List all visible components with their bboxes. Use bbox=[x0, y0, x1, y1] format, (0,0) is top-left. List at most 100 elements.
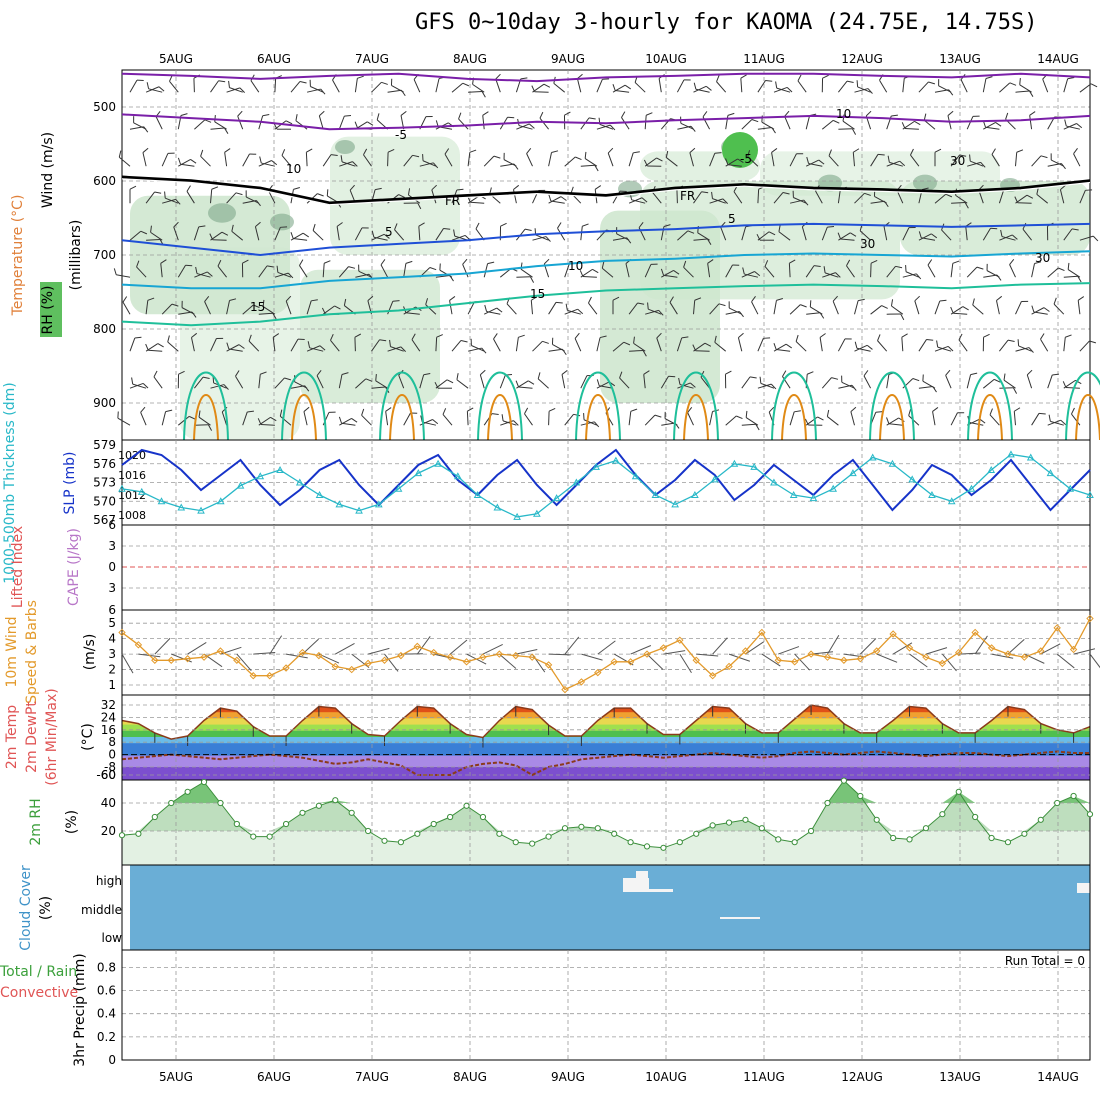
wind-barb-flag bbox=[319, 110, 325, 117]
wind-barb-shaft bbox=[371, 81, 382, 93]
wind-barb-shaft bbox=[254, 226, 260, 241]
wind-barb-flag bbox=[664, 411, 666, 419]
wind-barb-flag bbox=[789, 259, 796, 264]
wind-barb-shaft bbox=[483, 155, 495, 167]
wind-barb-shaft bbox=[193, 226, 200, 241]
slp-ytick: 1012 bbox=[118, 489, 146, 502]
wind-barb-flag bbox=[204, 119, 212, 123]
temp-band bbox=[122, 717, 1090, 725]
rh-marker bbox=[1021, 830, 1028, 837]
wind-barb-shaft bbox=[669, 302, 678, 315]
wind-barb bbox=[854, 192, 871, 204]
wind-barb-shaft bbox=[815, 190, 823, 204]
wind-barb-flag bbox=[140, 230, 148, 235]
wind-barb bbox=[757, 383, 777, 390]
wind-barb-flag bbox=[475, 222, 480, 230]
wind-barb-flag bbox=[319, 345, 326, 351]
wind-barb bbox=[419, 419, 439, 426]
wind-barb-flag bbox=[513, 163, 519, 170]
wind-speed-marker bbox=[249, 672, 257, 680]
wind-barb-flag bbox=[979, 418, 986, 424]
wind-barb-flag bbox=[947, 110, 954, 116]
wind-barb bbox=[387, 346, 406, 353]
wind-barb-shaft bbox=[274, 78, 277, 93]
wind-barb-flag bbox=[425, 298, 429, 305]
wind-barb bbox=[902, 227, 916, 241]
wind-barb bbox=[789, 410, 801, 426]
wind-speed-marker bbox=[430, 648, 438, 657]
wind-barb-shaft bbox=[371, 339, 380, 352]
wind-barb-shaft bbox=[142, 152, 147, 167]
wind-barb bbox=[934, 148, 942, 167]
wind-barb bbox=[1079, 189, 1093, 204]
wind-barb-flag bbox=[702, 111, 708, 118]
wind-barb-shaft bbox=[242, 153, 250, 167]
wind-barb bbox=[870, 259, 878, 278]
wind-barb-shaft bbox=[148, 88, 163, 93]
wind-barb-flag bbox=[785, 343, 792, 349]
wind-speed-marker bbox=[758, 628, 766, 637]
wind-barb-flag bbox=[863, 370, 869, 377]
wind-barb-flag bbox=[520, 77, 528, 80]
wind-barb bbox=[551, 337, 565, 352]
wind-barb-shaft bbox=[677, 230, 689, 241]
wind-barb-shaft bbox=[341, 161, 356, 167]
wind-barb-flag bbox=[718, 303, 726, 307]
wind-barb-flag bbox=[900, 313, 905, 321]
wind-barb-shaft bbox=[998, 189, 1005, 204]
surface-wind-barb bbox=[285, 653, 308, 659]
wind-barb-flag bbox=[367, 295, 374, 302]
wind-barb-shaft bbox=[1067, 269, 1081, 278]
wind-speed-marker bbox=[1004, 650, 1012, 658]
wind-barb-shaft bbox=[856, 347, 871, 352]
wind-barb bbox=[938, 79, 952, 93]
wind-barb-shaft bbox=[290, 81, 301, 93]
wind-barb-shaft bbox=[180, 163, 195, 167]
wind-barb-flag bbox=[969, 154, 971, 162]
temp-ylabel-3: (6hr Min/Max) bbox=[44, 688, 60, 785]
wind-barb-flag bbox=[1058, 267, 1065, 272]
wind-barb bbox=[204, 295, 211, 315]
wind-barb-shaft bbox=[1079, 83, 1092, 93]
contour-label: -5 bbox=[740, 152, 752, 166]
wind-barb-flag bbox=[285, 295, 292, 302]
wind-barb bbox=[934, 299, 947, 315]
wind-barb bbox=[996, 295, 1003, 315]
thickness-marker bbox=[394, 484, 403, 492]
lifted-index-ytick: 3 bbox=[108, 539, 116, 553]
wind-barb bbox=[371, 230, 388, 241]
wind-barb-flag bbox=[1092, 235, 1099, 242]
wind-barb-flag bbox=[147, 297, 155, 301]
wind-barb-flag bbox=[901, 122, 906, 129]
wind-barb-shaft bbox=[295, 120, 308, 130]
wind-barb bbox=[628, 151, 640, 167]
wind-barb bbox=[771, 148, 778, 167]
wind-barb-flag bbox=[467, 407, 474, 412]
temp-line bbox=[121, 704, 1091, 740]
wind-speed-marker bbox=[856, 655, 865, 663]
wind-speed-marker bbox=[676, 636, 684, 644]
wind-barb-flag bbox=[122, 296, 128, 303]
wind-barb-flag bbox=[891, 114, 898, 117]
surface-wind-barb bbox=[892, 642, 913, 655]
wind-barb-flag bbox=[991, 148, 996, 155]
surface-wind-barb bbox=[154, 637, 171, 655]
section-ylabel-wind: Wind (m/s) bbox=[40, 132, 56, 208]
wind-barb bbox=[778, 225, 791, 241]
wind-barb bbox=[1067, 262, 1081, 278]
wind-barb-flag bbox=[850, 232, 857, 237]
thickness-marker bbox=[908, 475, 917, 483]
wind-barb bbox=[821, 74, 829, 93]
wind-barb-shaft bbox=[918, 81, 929, 93]
wind-barb-shaft bbox=[217, 265, 227, 278]
rh-marker bbox=[529, 840, 536, 847]
wind-barb-shaft bbox=[1079, 190, 1086, 204]
wind-barb-shaft bbox=[870, 305, 882, 315]
wind-barb-shaft bbox=[712, 198, 726, 204]
wind-barb-flag bbox=[224, 148, 231, 153]
wind-barb-shaft bbox=[697, 232, 710, 241]
wind-barb-shaft bbox=[336, 226, 340, 241]
wind-barb bbox=[543, 258, 550, 278]
wind-barb bbox=[580, 268, 599, 278]
wind-barb-flag bbox=[660, 268, 665, 276]
